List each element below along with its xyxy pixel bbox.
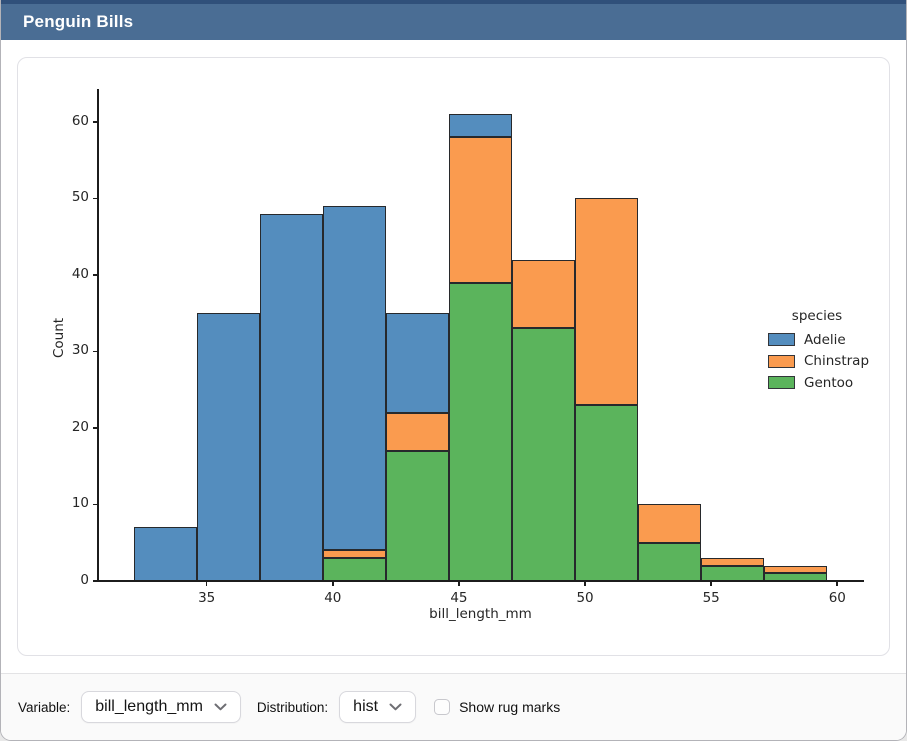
y-tick-label: 20 xyxy=(71,418,89,435)
distribution-label: Distribution: xyxy=(256,699,329,715)
bar-adelie-bin-3 xyxy=(322,206,386,551)
x-tick-label: 50 xyxy=(576,590,594,606)
x-axis-spine xyxy=(97,580,864,582)
legend-title: species xyxy=(791,308,843,324)
legend-rows: Adelie Chinstrap Gentoo xyxy=(744,329,890,394)
y-axis-spine xyxy=(97,89,99,582)
y-tick-label: 50 xyxy=(71,189,89,206)
chevron-down-icon xyxy=(389,703,402,711)
legend-label-gentoo: Gentoo xyxy=(804,374,854,391)
bar-gentoo-bin-9 xyxy=(701,565,765,581)
y-tickmark xyxy=(93,350,99,353)
variable-label: Variable: xyxy=(18,699,71,715)
x-tickmark xyxy=(205,581,208,586)
x-axis-label: bill_length_mm xyxy=(429,606,532,622)
variable-select[interactable]: bill_length_mm xyxy=(81,691,241,723)
y-tick-label: 60 xyxy=(71,112,89,129)
y-tick-label: 0 xyxy=(80,572,89,588)
bar-chinstrap-bin-5 xyxy=(448,137,512,283)
bar-gentoo-bin-3 xyxy=(322,558,386,581)
y-tickmark xyxy=(93,503,99,506)
x-tickmark xyxy=(458,581,460,586)
x-tickmark xyxy=(332,581,334,586)
legend-swatch-gentoo xyxy=(768,376,795,390)
histogram-plot: 35 40 45 50 55 60 0 10 20 30 40 50 60 xyxy=(72,89,864,606)
x-tickmark xyxy=(710,581,712,586)
x-tickmark xyxy=(836,581,839,586)
x-tick-label: 45 xyxy=(450,590,468,606)
x-tick-label: 40 xyxy=(324,590,342,606)
variable-select-value: bill_length_mm xyxy=(95,698,203,715)
legend-swatch-chinstrap xyxy=(768,354,795,368)
bar-gentoo-bin-8 xyxy=(638,542,702,581)
bar-chinstrap-bin-8 xyxy=(638,504,702,543)
distribution-select-value: hist xyxy=(353,698,379,715)
footer-divider xyxy=(1,673,906,674)
x-tickmark xyxy=(584,581,586,586)
rug-checkbox[interactable] xyxy=(434,699,451,715)
bar-gentoo-bin-6 xyxy=(511,328,575,581)
y-tickmark xyxy=(93,121,99,123)
y-tick-label: 30 xyxy=(71,342,89,359)
x-tick-label: 35 xyxy=(198,590,216,606)
legend-swatch-adelie xyxy=(768,333,795,347)
y-tickmark xyxy=(93,427,99,429)
chart-card: 35 40 45 50 55 60 0 10 20 30 40 50 60 bill_length_mm… xyxy=(17,57,890,656)
bar-chinstrap-bin-7 xyxy=(574,198,638,405)
y-axis-label: Count xyxy=(51,317,67,359)
bar-adelie-bin-0 xyxy=(133,527,197,581)
bar-chinstrap-bin-9 xyxy=(701,558,765,566)
bar-gentoo-bin-7 xyxy=(574,405,638,581)
bar-chinstrap-bin-4 xyxy=(385,412,449,451)
y-tick-label: 40 xyxy=(71,265,89,282)
legend-item-gentoo: Gentoo xyxy=(744,372,890,394)
bar-chinstrap-bin-3 xyxy=(322,550,386,559)
y-tickmark xyxy=(93,197,99,200)
bar-adelie-bin-5 xyxy=(448,114,512,138)
x-tick-label: 60 xyxy=(828,590,846,606)
chart-legend: species Adelie Chinstrap Gentoo xyxy=(744,308,890,394)
legend-item-adelie: Adelie xyxy=(744,329,890,351)
chevron-down-icon xyxy=(214,703,227,711)
x-tick-label: 55 xyxy=(702,590,720,606)
bar-adelie-bin-2 xyxy=(259,213,323,581)
legend-item-chinstrap: Chinstrap xyxy=(744,351,890,373)
window-title: Penguin Bills xyxy=(23,12,134,31)
y-tickmark xyxy=(93,274,99,276)
y-tick-label: 10 xyxy=(71,495,89,512)
bar-adelie-bin-4 xyxy=(385,313,449,413)
legend-label-adelie: Adelie xyxy=(804,331,846,348)
bar-gentoo-bin-4 xyxy=(385,450,449,581)
bar-chinstrap-bin-10 xyxy=(764,565,828,574)
bar-chinstrap-bin-6 xyxy=(511,259,575,329)
y-tickmark xyxy=(93,580,99,582)
rug-checkbox-label: Show rug marks xyxy=(459,699,561,715)
legend-label-chinstrap: Chinstrap xyxy=(804,353,870,370)
bar-gentoo-bin-5 xyxy=(448,282,512,581)
controls-bar: Variable: bill_length_mm Distribution: h… xyxy=(1,674,906,740)
bar-adelie-bin-1 xyxy=(196,313,260,581)
distribution-select[interactable]: hist xyxy=(339,691,417,723)
title-bar: Penguin Bills xyxy=(1,0,906,40)
